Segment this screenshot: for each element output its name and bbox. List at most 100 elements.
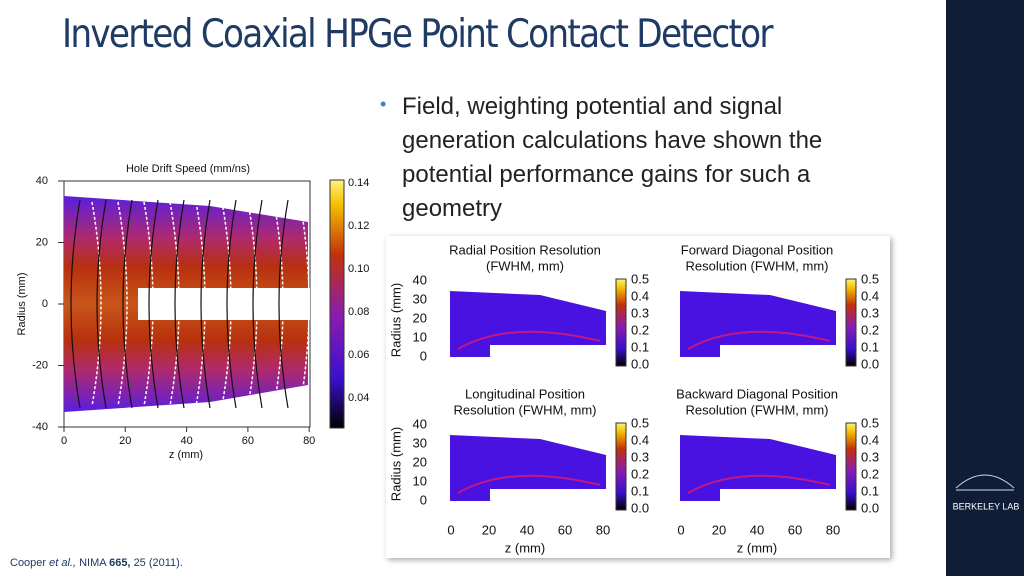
field-line [174, 199, 185, 409]
field-line [91, 201, 102, 407]
cite-volume: 665, [109, 557, 131, 569]
x-tick-label: 60 [788, 522, 802, 537]
colorbar-label: 0.08 [348, 306, 369, 318]
panel-title: Resolution (FWHM, mm) [685, 402, 828, 417]
colorbar-label: 0.5 [631, 415, 649, 430]
colorbar [615, 422, 627, 511]
resolution-band [457, 474, 601, 494]
colorbar-label: 0.0 [861, 500, 879, 515]
colorbar-label: 0.5 [631, 271, 649, 286]
detector [680, 291, 836, 357]
colorbar [845, 278, 857, 367]
colorbar-label: 0.1 [631, 483, 649, 498]
cite-journal: NIMA [79, 557, 107, 569]
colorbar-label: 0.12 [348, 220, 369, 232]
y-tick-label: 0 [42, 298, 48, 310]
x-tick-label: 80 [596, 522, 610, 537]
field-line [148, 199, 159, 409]
y-tick-label: 20 [413, 310, 427, 325]
field-line [247, 201, 258, 407]
y-tick-label: -40 [32, 421, 48, 433]
x-tick-label: 0 [447, 522, 454, 537]
y-label: Radius (mm) [16, 273, 28, 336]
field-line [169, 201, 180, 407]
colorbar [845, 422, 857, 511]
resolution-band [687, 474, 831, 494]
field-line [70, 199, 81, 409]
colorbar-label: 0.1 [861, 483, 879, 498]
detector [450, 435, 606, 501]
side-bar [946, 0, 1024, 576]
fig-title: Hole Drift Speed (mm/ns) [126, 163, 250, 175]
colorbar-label: 0.4 [861, 432, 879, 447]
x-label: z (mm) [737, 540, 777, 555]
colorbar-label: 0.5 [861, 271, 879, 286]
x-label: z (mm) [169, 449, 203, 461]
field-line [221, 201, 232, 407]
resolution-band [457, 330, 601, 350]
logo-text: BERKELEY LAB [953, 501, 1020, 511]
x-tick-label: 40 [520, 522, 534, 537]
field-line [252, 199, 263, 409]
colorbar-label: 0.2 [631, 466, 649, 481]
x-tick-label: 0 [677, 522, 684, 537]
cite-etal: et al., [49, 557, 77, 569]
figure-panel [386, 236, 890, 558]
x-tick-label: 20 [119, 435, 131, 447]
field-line [195, 201, 206, 407]
y-tick-label: 10 [413, 329, 427, 344]
panel-title: Forward Diagonal Position [681, 242, 833, 257]
x-tick-label: 40 [180, 435, 192, 447]
field-line [226, 199, 237, 409]
colorbar-label: 0.0 [631, 356, 649, 371]
y-tick-label: 20 [413, 454, 427, 469]
x-tick-label: 80 [826, 522, 840, 537]
colorbar-label: 0.3 [861, 305, 879, 320]
field-line [273, 201, 284, 407]
detector [450, 291, 606, 357]
colorbar-label: 0.0 [861, 356, 879, 371]
colorbar-label: 0.04 [348, 392, 369, 404]
x-label: z (mm) [505, 540, 545, 555]
colorbar [329, 179, 345, 429]
colorbar-label: 0.0 [631, 500, 649, 515]
panel-title: Resolution (FWHM, mm) [453, 402, 596, 417]
y-tick-label: 0 [420, 348, 427, 363]
x-tick-label: 0 [61, 435, 67, 447]
y-tick-label: 20 [36, 236, 48, 248]
panel-title: Resolution (FWHM, mm) [685, 258, 828, 273]
field-line [200, 199, 211, 409]
y-tick-label: 30 [413, 435, 427, 450]
y-label: Radius (mm) [388, 427, 403, 501]
colorbar [615, 278, 627, 367]
field-line [299, 201, 310, 407]
y-tick-label: 40 [413, 416, 427, 431]
slide-title: Inverted Coaxial HPGe Point Contact Dete… [62, 12, 774, 57]
cite-author: Cooper [10, 557, 47, 569]
panel-title: Longitudinal Position [465, 386, 585, 401]
colorbar-label: 0.1 [861, 339, 879, 354]
colorbar-label: 0.4 [631, 288, 649, 303]
colorbar-label: 0.2 [861, 322, 879, 337]
y-tick-label: 0 [420, 492, 427, 507]
colorbar-label: 0.1 [631, 339, 649, 354]
logo [955, 474, 1015, 491]
y-label: Radius (mm) [388, 283, 403, 357]
x-tick-label: 80 [303, 435, 315, 447]
cite-rest: 25 (2011). [133, 557, 183, 569]
panel-title: Radial Position Resolution [449, 242, 601, 257]
y-tick-label: 30 [413, 291, 427, 306]
colorbar-label: 0.5 [861, 415, 879, 430]
x-tick-label: 60 [558, 522, 572, 537]
y-tick-label: 40 [36, 175, 48, 187]
colorbar-label: 0.06 [348, 349, 369, 361]
field-line [278, 199, 289, 409]
bullet-dot: • [380, 94, 387, 114]
colorbar-label: 0.2 [631, 322, 649, 337]
bore [138, 288, 310, 320]
colorbar-label: 0.4 [631, 432, 649, 447]
citation: Cooper et al., NIMA 665, 25 (2011). [10, 557, 183, 569]
x-tick-label: 40 [750, 522, 764, 537]
